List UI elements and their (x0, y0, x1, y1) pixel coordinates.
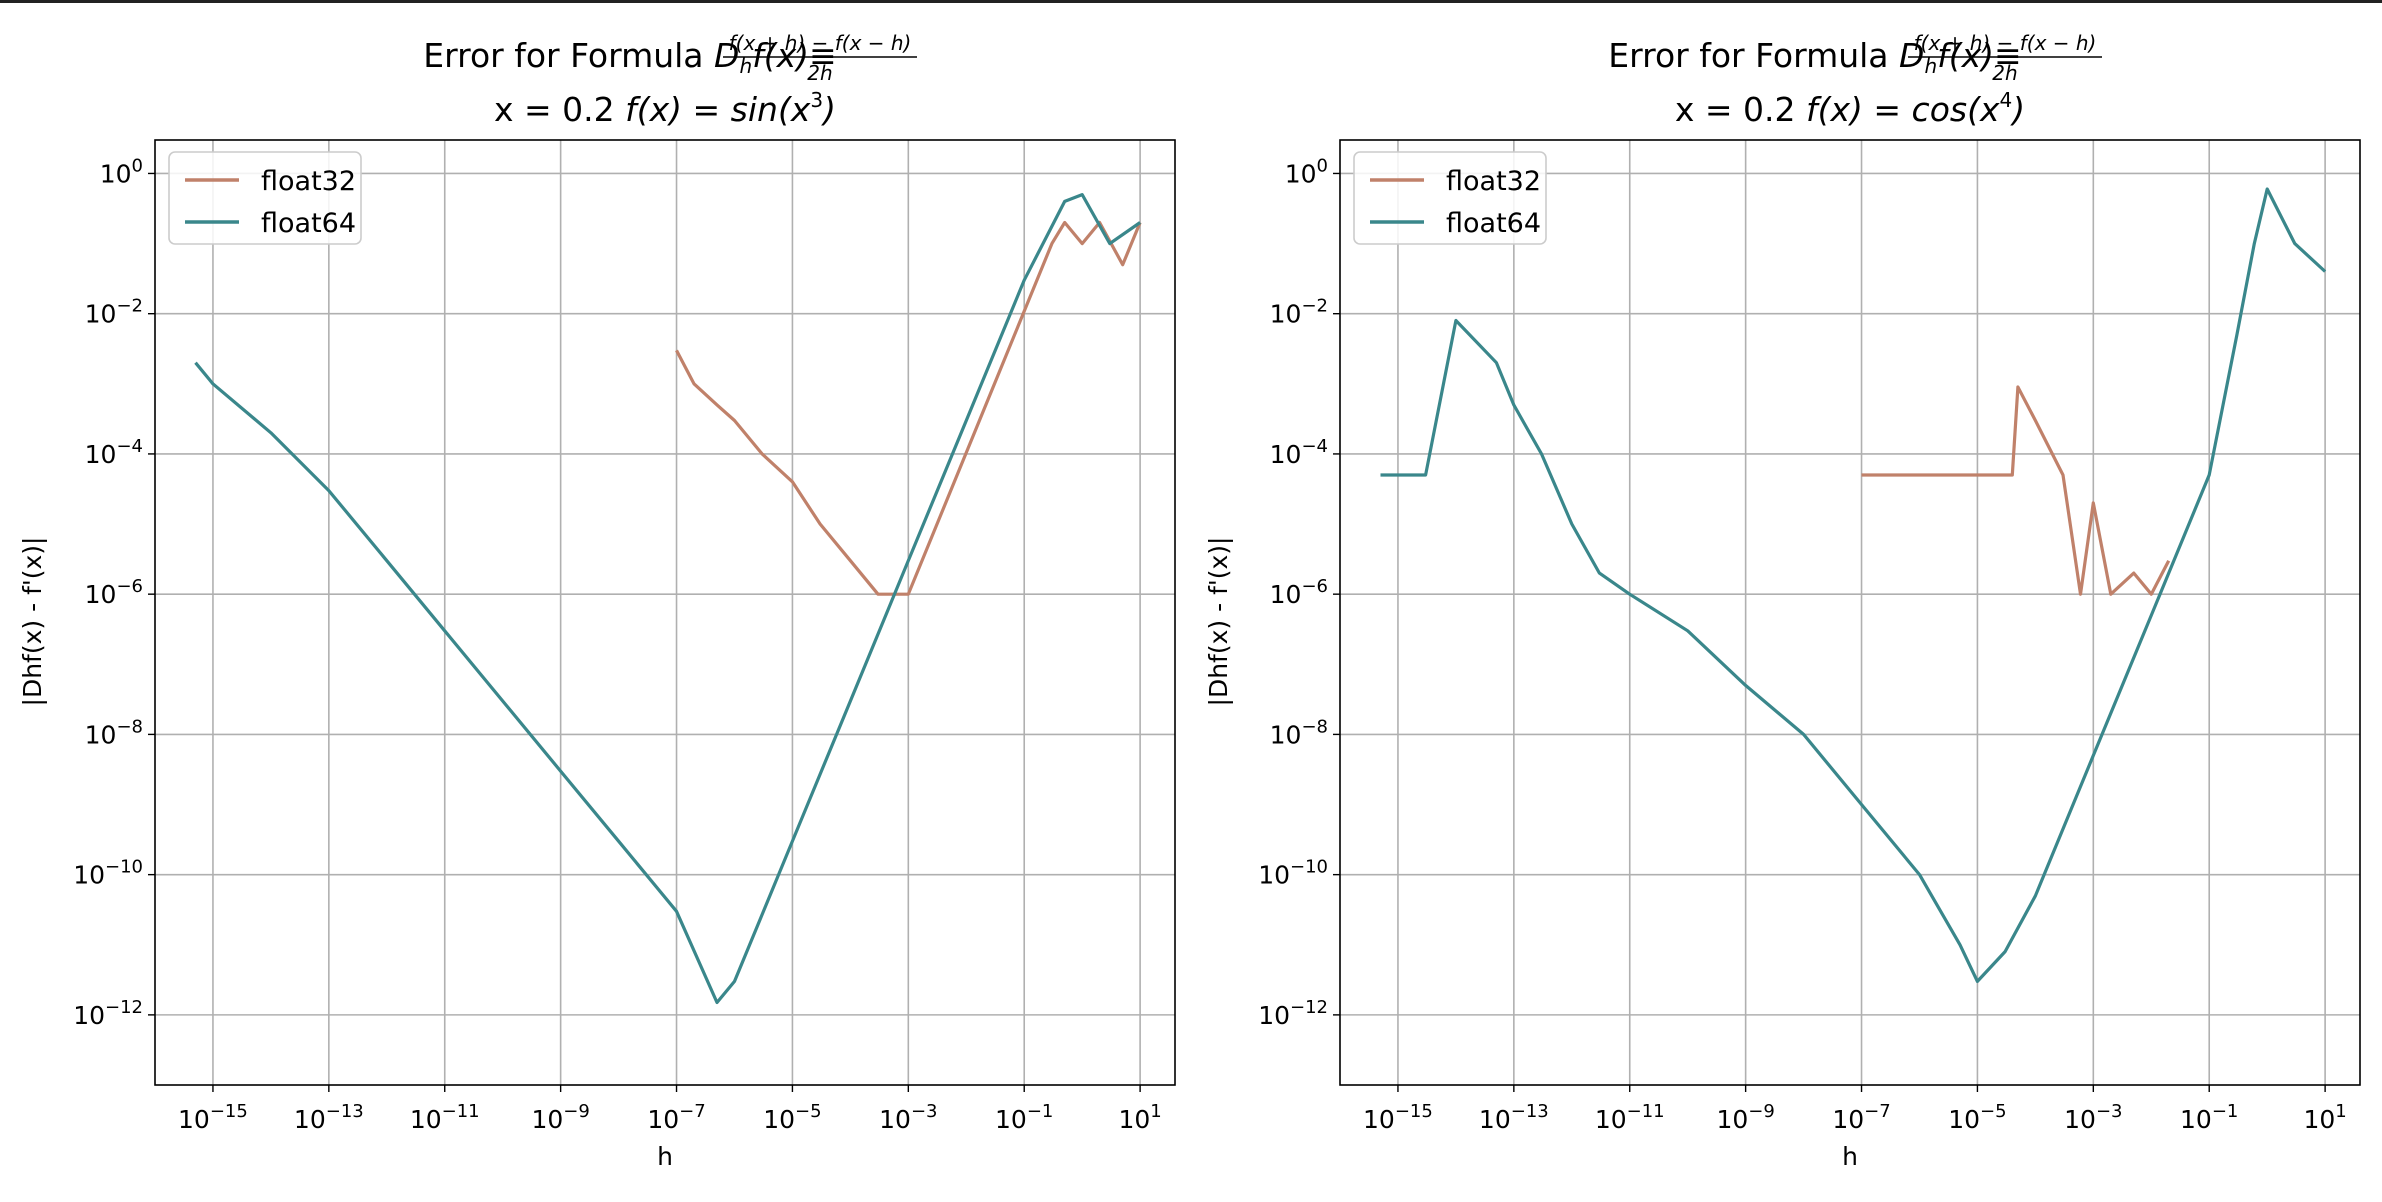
chart-title: Error for Formula Dhf(x)≡f(x + h) − f(x … (1608, 31, 2102, 129)
y-tick-label: 10−8 (85, 716, 143, 749)
y-tick-label: 10−10 (73, 857, 143, 890)
y-tick-label: 10−10 (1258, 857, 1328, 890)
x-tick-label: 10−11 (1595, 1101, 1665, 1134)
axes-frame (1339, 139, 2361, 1086)
y-tick-label: 10−6 (85, 576, 143, 609)
title-line-2: x = 0.2 f(x) = cos(x4) (1675, 88, 2025, 129)
series-line-float32 (675, 220, 1142, 596)
x-axis-label: h (657, 1142, 673, 1171)
x-tick-label: 10−7 (647, 1101, 705, 1134)
y-tick-label: 10−2 (85, 296, 143, 329)
chart-title: Error for Formula Dhf(x)≡f(x + h) − f(x … (423, 31, 917, 129)
y-tick-label: 10−2 (1270, 296, 1328, 329)
title-fraction-numerator: f(x + h) − f(x − h) (729, 31, 912, 55)
x-tick-label: 10−1 (2180, 1101, 2238, 1134)
series-line-float32 (1861, 385, 2171, 596)
x-tick-label: 10−3 (879, 1101, 937, 1134)
title-line-1: Error for Formula Dhf(x)≡ (423, 36, 836, 78)
legend-label-float32: float32 (261, 166, 356, 197)
y-tick-label: 10−8 (1270, 716, 1328, 749)
series-line-float64 (194, 193, 1142, 1005)
legend: float32 float64 (168, 151, 362, 245)
x-tick-label: 10−9 (1716, 1101, 1774, 1134)
x-tick-label: 10−13 (1479, 1101, 1549, 1134)
series-line-float64 (1380, 187, 2327, 984)
y-axis-label: |Dhf(x) - f'(x)| (18, 537, 47, 707)
x-tick-label: 10−5 (763, 1101, 821, 1134)
x-tick-label: 10−7 (1832, 1101, 1890, 1134)
top-border-rule (0, 0, 2382, 3)
title-fraction-numerator: f(x + h) − f(x − h) (1914, 31, 2097, 55)
axes-frame (154, 139, 1176, 1086)
y-tick-label: 100 (100, 155, 143, 188)
title-line-2: x = 0.2 f(x) = sin(x3) (494, 88, 836, 129)
x-tick-label: 10−15 (178, 1101, 248, 1134)
x-tick-label: 10−15 (1363, 1101, 1433, 1134)
title-fraction-denominator: 2h (1992, 61, 2017, 85)
x-tick-label: 10−1 (995, 1101, 1053, 1134)
chart-panel-1: 10−15 10−13 10−11 10−9 10−7 10−5 10−3 10−1 101 10… (18, 31, 1176, 1171)
legend-label-float64: float64 (1446, 208, 1541, 239)
title-line-1: Error for Formula Dhf(x)≡ (1608, 36, 2021, 78)
y-tick-label: 10−12 (73, 997, 143, 1030)
legend: float32 float64 (1353, 151, 1547, 245)
y-tick-label: 100 (1285, 155, 1328, 188)
legend-label-float32: float32 (1446, 166, 1541, 197)
x-tick-label: 10−9 (531, 1101, 589, 1134)
x-tick-label: 10−11 (410, 1101, 480, 1134)
y-tick-label: 10−6 (1270, 576, 1328, 609)
chart-panel-2: 10−15 10−13 10−11 10−9 10−7 10−5 10−3 10−1 101 10… (1204, 31, 2361, 1171)
x-tick-label: 101 (2303, 1101, 2346, 1134)
title-fraction-denominator: 2h (807, 61, 832, 85)
y-tick-label: 10−4 (85, 436, 143, 469)
y-axis-label: |Dhf(x) - f'(x)| (1204, 537, 1233, 707)
x-axis-label: h (1842, 1142, 1858, 1171)
y-tick-label: 10−4 (1270, 436, 1328, 469)
x-tick-label: 10−3 (2064, 1101, 2122, 1134)
x-tick-label: 10−13 (294, 1101, 364, 1134)
y-tick-label: 10−12 (1258, 997, 1328, 1030)
x-tick-label: 101 (1118, 1101, 1161, 1134)
x-tick-label: 10−5 (1948, 1101, 2006, 1134)
legend-label-float64: float64 (261, 208, 356, 239)
